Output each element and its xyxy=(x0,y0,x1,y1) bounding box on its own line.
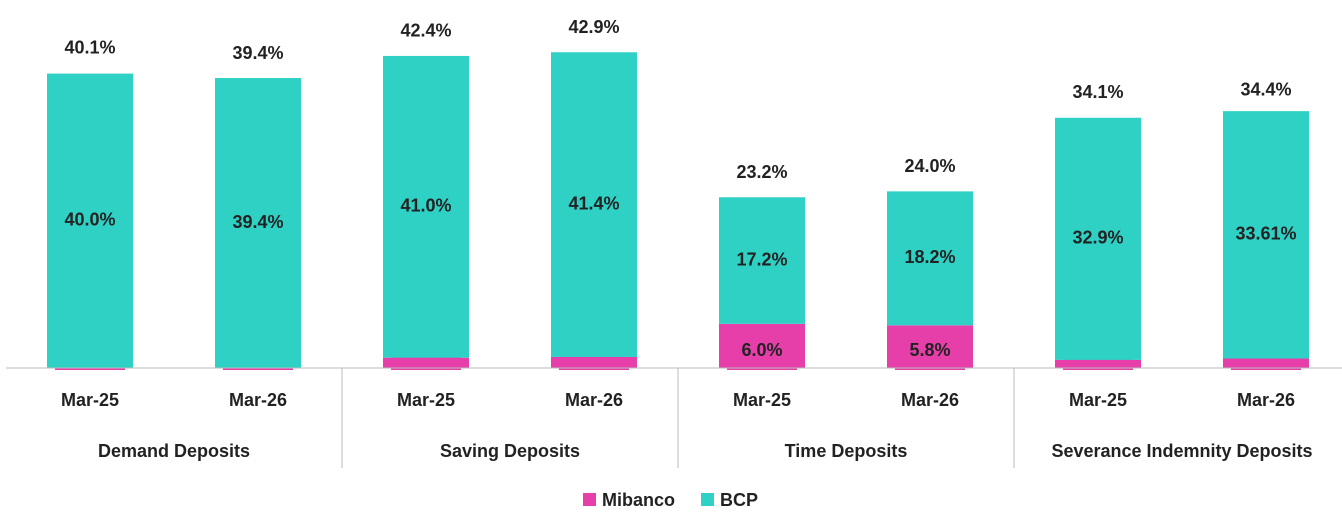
x-tick-label: Mar-26 xyxy=(565,390,623,410)
value-label-box xyxy=(727,330,797,370)
x-tick-label: Mar-25 xyxy=(397,390,455,410)
bar-segment xyxy=(47,73,133,368)
legend-label: Mibanco xyxy=(602,490,675,510)
bar-segment xyxy=(1055,117,1141,360)
total-label: 34.4% xyxy=(1240,80,1291,100)
x-tick-label: Mar-25 xyxy=(733,390,791,410)
group-label: Time Deposits xyxy=(785,441,908,461)
bar-segment xyxy=(1223,111,1309,359)
group-label: Severance Indemnity Deposits xyxy=(1051,441,1312,461)
x-tick-label: Mar-26 xyxy=(229,390,287,410)
total-label: 23.2% xyxy=(736,162,787,182)
value-label: 39.4% xyxy=(232,212,283,232)
bar-segment xyxy=(215,78,301,369)
legend-swatch xyxy=(701,493,715,506)
value-label-box xyxy=(895,330,965,370)
value-label: 40.0% xyxy=(64,210,115,230)
value-label: 41.0% xyxy=(400,196,451,216)
bar-segment xyxy=(383,55,469,358)
total-label: 39.4% xyxy=(232,43,283,63)
legend-swatch xyxy=(583,493,596,506)
total-label: 40.1% xyxy=(64,38,115,58)
value-label: 33.61% xyxy=(1235,224,1296,244)
value-label: 6.0% xyxy=(741,340,782,360)
value-label: 18.2% xyxy=(904,247,955,267)
x-tick-label: Mar-25 xyxy=(61,390,119,410)
legend-label: BCP xyxy=(720,490,758,510)
group-label: Demand Deposits xyxy=(98,441,250,461)
x-tick-label: Mar-26 xyxy=(1237,390,1295,410)
total-label: 42.4% xyxy=(400,21,451,41)
value-label: 17.2% xyxy=(736,249,787,269)
value-label: 41.4% xyxy=(568,193,619,213)
bar-segment xyxy=(719,197,805,324)
total-label: 42.9% xyxy=(568,17,619,37)
x-tick-label: Mar-25 xyxy=(1069,390,1127,410)
bar-segment xyxy=(551,52,637,357)
x-tick-label: Mar-26 xyxy=(901,390,959,410)
value-label: 32.9% xyxy=(1072,228,1123,248)
group-label: Saving Deposits xyxy=(440,441,580,461)
value-label: 5.8% xyxy=(909,340,950,360)
total-label: 24.0% xyxy=(904,156,955,176)
bar-segment xyxy=(887,191,973,326)
total-label: 34.1% xyxy=(1072,82,1123,102)
